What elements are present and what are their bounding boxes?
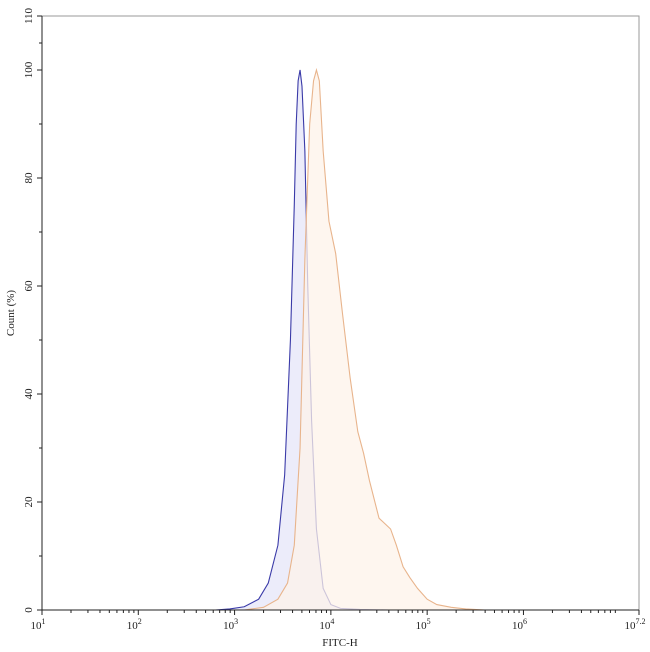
y-tick-label: 100 [23, 61, 35, 78]
y-axis-ticks: 0 20 40 60 80 100 110 [23, 7, 42, 613]
x-tick-label: 103 [223, 617, 238, 632]
y-tick-label: 80 [23, 172, 35, 184]
series-2-line [244, 67, 485, 611]
series-2-area [244, 70, 485, 610]
x-tick-label: 105 [416, 617, 431, 632]
y-tick-label: 20 [23, 496, 35, 508]
series-1-area [215, 70, 389, 610]
x-axis-ticks: 101 102 103 104 105 106 107.2 [31, 610, 646, 632]
x-tick-label: 104 [319, 617, 334, 632]
y-tick-label: 40 [23, 388, 35, 400]
x-tick-label: 102 [127, 617, 142, 632]
x-tick-label: 107.2 [625, 617, 646, 632]
x-axis-title: FITC-H [322, 637, 358, 649]
x-tick-label: 101 [31, 617, 46, 632]
y-axis-title: Count (%) [5, 290, 17, 336]
y-tick-label: 0 [23, 607, 35, 613]
x-tick-label: 106 [512, 617, 527, 632]
y-tick-label: 110 [23, 7, 35, 24]
y-tick-label: 60 [23, 280, 35, 292]
series-layer [215, 67, 485, 611]
